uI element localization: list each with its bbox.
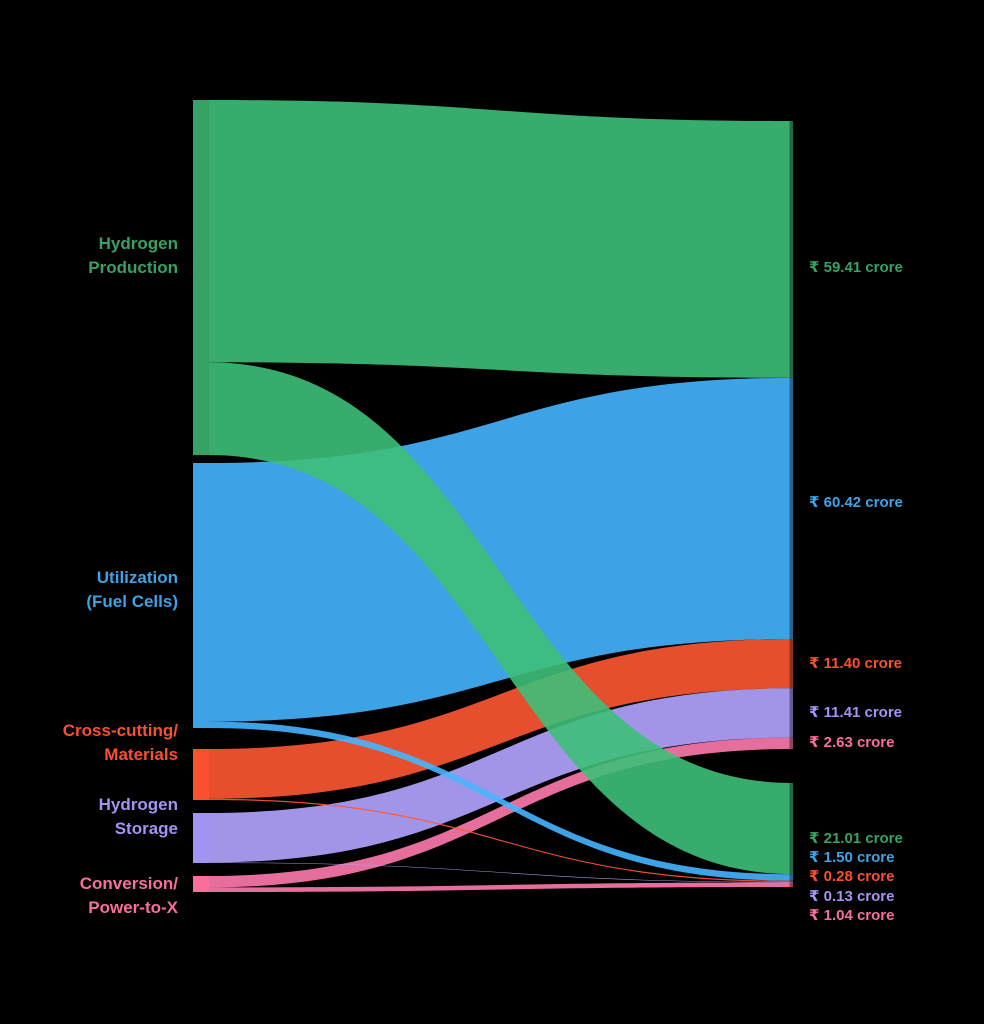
source-label-conversion-power-to-x: Conversion/Power-to-X bbox=[80, 872, 178, 920]
source-label-line: Hydrogen bbox=[98, 234, 178, 253]
sankey-node-cross-cutting-materials[interactable] bbox=[193, 749, 209, 800]
source-label-line: Power-to-X bbox=[88, 898, 178, 917]
flow-value-label-utilization-fuel-cells-to-target-top: ₹ 60.42 crore bbox=[809, 494, 903, 511]
sankey-link-hydrogen-storage-to-target-top[interactable] bbox=[208, 688, 793, 863]
source-label-line: Hydrogen bbox=[98, 795, 178, 814]
sankey-link-hydrogen-storage-to-target-bottom[interactable] bbox=[208, 862, 793, 883]
flow-value-label-utilization-fuel-cells-to-target-bottom: ₹ 1.50 crore bbox=[809, 849, 895, 866]
sankey-link-hydrogen-production-to-target-top[interactable] bbox=[208, 100, 793, 378]
flow-value-label-cross-cutting-materials-to-target-top: ₹ 11.40 crore bbox=[809, 655, 903, 672]
flow-value-label-conversion-power-to-x-to-target-bottom: ₹ 1.04 crore bbox=[809, 907, 895, 924]
source-label-line: (Fuel Cells) bbox=[86, 592, 178, 611]
sankey-node-hydrogen-storage[interactable] bbox=[193, 813, 209, 863]
flow-value-label-hydrogen-storage-to-target-top: ₹ 11.41 crore bbox=[809, 704, 903, 721]
source-label-line: Storage bbox=[114, 819, 178, 838]
sankey-node-target-bottom[interactable] bbox=[789, 783, 794, 887]
source-label-line: Conversion/ bbox=[79, 874, 178, 893]
sankey-link-conversion-power-to-x-to-target-bottom[interactable] bbox=[208, 882, 793, 892]
sankey-link-cross-cutting-materials-to-target-bottom[interactable] bbox=[208, 798, 793, 882]
sankey-node-hydrogen-production[interactable] bbox=[193, 100, 209, 455]
flow-value-label-conversion-power-to-x-to-target-top: ₹ 2.63 crore bbox=[809, 734, 895, 751]
source-label-line: Cross-cutting/ bbox=[62, 721, 178, 740]
source-label-hydrogen-production: Hydrogen Production bbox=[88, 232, 178, 280]
source-label-hydrogen-storage: Hydrogen Storage bbox=[99, 793, 178, 841]
sankey-node-conversion-power-to-x[interactable] bbox=[193, 876, 209, 892]
source-label-utilization-fuel-cells: Utilization (Fuel Cells) bbox=[86, 566, 178, 614]
sankey-link-utilization-fuel-cells-to-target-bottom[interactable] bbox=[208, 721, 793, 881]
sankey-link-hydrogen-production-to-target-bottom[interactable] bbox=[208, 362, 793, 875]
flow-value-label-hydrogen-production-to-target-top: ₹ 59.41 crore bbox=[809, 259, 903, 276]
flow-value-label-cross-cutting-materials-to-target-bottom: ₹ 0.28 crore bbox=[809, 868, 895, 885]
flow-value-label-hydrogen-storage-to-target-bottom: ₹ 0.13 crore bbox=[809, 888, 895, 905]
sankey-link-cross-cutting-materials-to-target-top[interactable] bbox=[208, 639, 793, 799]
sankey-link-conversion-power-to-x-to-target-top[interactable] bbox=[208, 737, 793, 888]
source-label-line: Materials bbox=[104, 745, 178, 764]
source-label-cross-cutting-materials: Cross-cutting/Materials bbox=[63, 719, 178, 767]
sankey-node-utilization-fuel-cells[interactable] bbox=[193, 463, 209, 728]
flow-value-label-hydrogen-production-to-target-bottom: ₹ 21.01 crore bbox=[809, 830, 903, 847]
source-label-line: Production bbox=[88, 258, 178, 277]
source-label-line: Utilization bbox=[96, 568, 178, 587]
sankey-node-target-top[interactable] bbox=[789, 121, 794, 749]
